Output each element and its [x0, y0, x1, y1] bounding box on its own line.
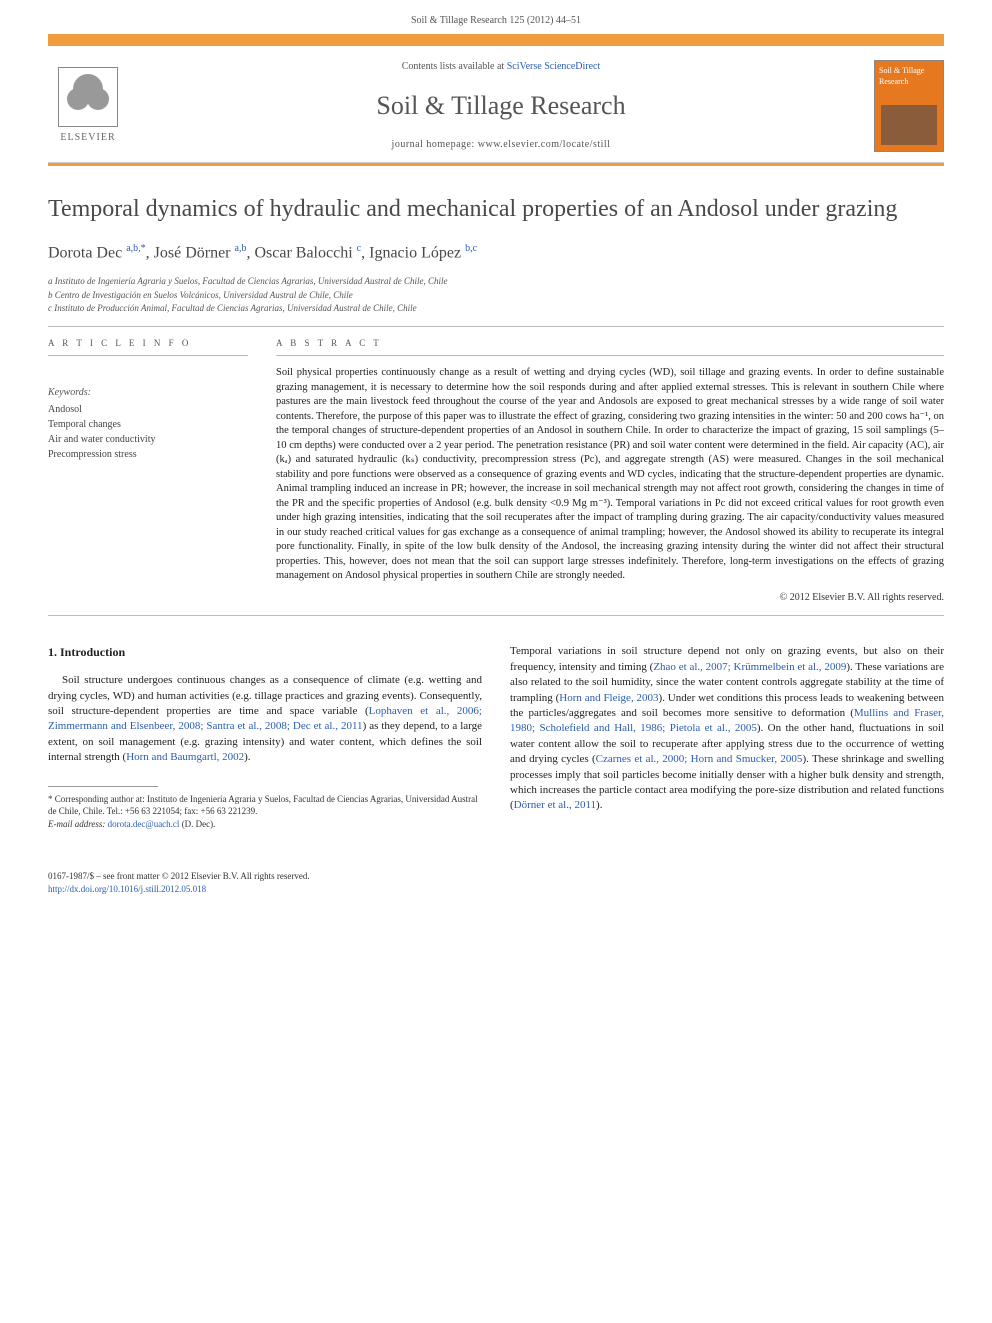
body-column-right: Temporal variations in soil structure de…: [510, 644, 944, 830]
elsevier-logo: ELSEVIER: [48, 61, 128, 151]
issn-line: 0167-1987/$ – see front matter © 2012 El…: [48, 870, 944, 883]
intro-paragraph-2: Temporal variations in soil structure de…: [510, 644, 944, 813]
abstract-text: Soil physical properties continuously ch…: [276, 366, 944, 583]
body-columns: 1. Introduction Soil structure undergoes…: [48, 644, 944, 830]
homepage-line: journal homepage: www.elsevier.com/locat…: [128, 138, 874, 152]
email-link[interactable]: dorota.dec@uach.cl: [108, 819, 180, 829]
bottom-orange-bar: [48, 163, 944, 166]
keyword: Precompression stress: [48, 447, 248, 462]
corresponding-footnote: * Corresponding author at: Instituto de …: [48, 793, 482, 818]
article-title: Temporal dynamics of hydraulic and mecha…: [48, 194, 944, 224]
journal-cover-thumbnail: Soil & Tillage Research: [874, 60, 944, 152]
article-info-heading: A R T I C L E I N F O: [48, 337, 248, 357]
intro-paragraph-1: Soil structure undergoes continuous chan…: [48, 673, 482, 765]
cover-title: Soil & Tillage Research: [879, 65, 939, 87]
journal-banner: ELSEVIER Contents lists available at Sci…: [48, 46, 944, 163]
email-label: E-mail address:: [48, 819, 108, 829]
top-orange-bar: [48, 34, 944, 46]
citation-link[interactable]: Dörner et al., 2011: [514, 799, 596, 811]
elsevier-tree-icon: [58, 67, 118, 127]
affiliation-a: a Instituto de Ingeniería Agraria y Suel…: [48, 275, 944, 289]
contents-line: Contents lists available at SciVerse Sci…: [128, 60, 874, 74]
keyword: Air and water conductivity: [48, 432, 248, 447]
running-header: Soil & Tillage Research 125 (2012) 44–51: [0, 0, 992, 34]
email-suffix: (D. Dec).: [179, 819, 215, 829]
keyword: Andosol: [48, 402, 248, 417]
cover-image: [881, 105, 937, 145]
affiliation-c: c Instituto de Producción Animal, Facult…: [48, 302, 944, 316]
divider: [48, 615, 944, 616]
abstract-heading: A B S T R A C T: [276, 337, 944, 357]
affiliations: a Instituto de Ingeniería Agraria y Suel…: [48, 275, 944, 316]
abstract-column: A B S T R A C T Soil physical properties…: [276, 337, 944, 606]
body-column-left: 1. Introduction Soil structure undergoes…: [48, 644, 482, 830]
contents-prefix: Contents lists available at: [402, 61, 507, 72]
email-footnote: E-mail address: dorota.dec@uach.cl (D. D…: [48, 818, 482, 831]
scidirect-link[interactable]: SciVerse ScienceDirect: [507, 61, 601, 72]
keyword: Temporal changes: [48, 417, 248, 432]
footnote-rule: [48, 786, 158, 787]
doi-link[interactable]: http://dx.doi.org/10.1016/j.still.2012.0…: [48, 884, 206, 894]
authors-line: Dorota Dec a,b,*, José Dörner a,b, Oscar…: [48, 242, 944, 265]
section-heading: 1. Introduction: [48, 644, 482, 661]
citation-link[interactable]: Czarnes et al., 2000; Horn and Smucker, …: [596, 753, 803, 765]
elsevier-label: ELSEVIER: [60, 131, 115, 145]
text-run: ).: [596, 799, 602, 811]
text-run: ).: [244, 751, 250, 763]
divider: [48, 326, 944, 327]
citation-link[interactable]: Zhao et al., 2007; Krümmelbein et al., 2…: [653, 661, 846, 673]
citation-link[interactable]: Horn and Baumgartl, 2002: [126, 751, 244, 763]
doi-line: http://dx.doi.org/10.1016/j.still.2012.0…: [48, 883, 944, 896]
keywords-label: Keywords:: [48, 386, 248, 400]
journal-name: Soil & Tillage Research: [128, 88, 874, 124]
keywords-list: Andosol Temporal changes Air and water c…: [48, 402, 248, 462]
affiliation-b: b Centro de Investigación en Suelos Volc…: [48, 289, 944, 303]
copyright-line: © 2012 Elsevier B.V. All rights reserved…: [276, 591, 944, 605]
banner-center: Contents lists available at SciVerse Sci…: [128, 60, 874, 152]
article-info-column: A R T I C L E I N F O Keywords: Andosol …: [48, 337, 248, 606]
citation-text: Soil & Tillage Research 125 (2012) 44–51: [411, 15, 581, 26]
info-abstract-row: A R T I C L E I N F O Keywords: Andosol …: [48, 337, 944, 606]
citation-link[interactable]: Horn and Fleige, 2003: [559, 692, 658, 704]
article-body: Temporal dynamics of hydraulic and mecha…: [0, 194, 992, 860]
page-footer: 0167-1987/$ – see front matter © 2012 El…: [0, 860, 992, 915]
